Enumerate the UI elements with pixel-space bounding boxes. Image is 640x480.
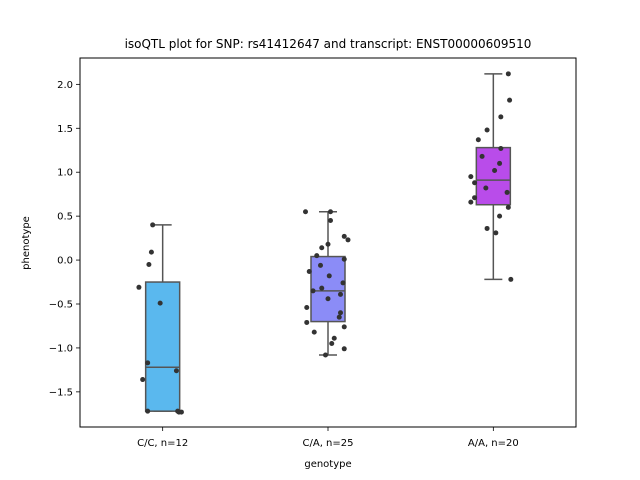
data-point [329, 341, 335, 347]
data-point [304, 319, 310, 325]
x-axis-label: genotype [304, 459, 351, 470]
data-point [173, 368, 179, 374]
data-point [341, 346, 347, 352]
data-point [341, 324, 347, 330]
data-point [505, 204, 511, 210]
data-point [345, 237, 351, 243]
data-point [468, 174, 474, 180]
data-point [328, 209, 333, 215]
data-point [475, 137, 481, 143]
chart-title: isoQTL plot for SNP: rs41412647 and tran… [125, 37, 532, 51]
y-tick-label: 0.5 [57, 212, 73, 223]
data-point [319, 245, 325, 251]
data-point [468, 199, 474, 205]
data-point [479, 153, 485, 159]
data-point [157, 300, 163, 306]
data-point [472, 195, 478, 201]
data-point [178, 409, 184, 415]
y-tick-label: −1.0 [49, 343, 73, 354]
data-point [310, 288, 316, 294]
data-point [318, 262, 323, 268]
data-point [336, 314, 342, 320]
data-point [504, 189, 510, 195]
data-point [326, 273, 332, 279]
x-tick-label: A/A, n=20 [468, 438, 519, 449]
data-point [148, 249, 154, 255]
plot-area [136, 71, 514, 415]
data-point [331, 335, 337, 341]
data-point [498, 114, 504, 120]
data-point [493, 230, 499, 236]
data-point [325, 241, 331, 247]
data-point [311, 329, 317, 335]
y-tick-label: 1.5 [57, 124, 73, 135]
y-tick-label: −0.5 [49, 300, 73, 311]
data-point [484, 127, 490, 133]
y-tick-label: 2.0 [57, 80, 73, 91]
data-point [508, 276, 514, 282]
y-tick-label: 1.0 [57, 168, 73, 179]
data-point [140, 377, 146, 383]
y-tick-label: −1.5 [49, 387, 73, 398]
data-point [484, 225, 490, 231]
data-point [146, 261, 152, 267]
data-point [136, 284, 142, 290]
data-point [497, 213, 503, 219]
data-point [314, 253, 320, 259]
x-tick-label: C/C, n=12 [137, 438, 188, 449]
data-point [145, 360, 151, 366]
data-point [175, 408, 181, 414]
box-1 [144, 281, 181, 412]
x-tick-label: C/A, n=25 [303, 438, 354, 449]
data-point [505, 71, 511, 77]
data-point [323, 352, 328, 358]
data-point [483, 185, 489, 191]
data-point [507, 97, 513, 103]
data-point [304, 305, 310, 311]
data-point [328, 218, 333, 224]
data-point [306, 268, 312, 274]
data-point [303, 209, 308, 215]
data-point [319, 285, 325, 291]
y-axis-label: phenotype [21, 216, 32, 270]
data-point [498, 145, 504, 151]
axes: −1.5 −1.0 −0.5 0.0 0.5 1.0 1.5 2.0 C/C, n=12 C/A,… [49, 80, 519, 449]
data-point [325, 296, 331, 302]
data-point [341, 256, 347, 262]
y-tick-label: 0.0 [57, 256, 73, 267]
data-point [338, 291, 343, 297]
data-point [492, 167, 498, 173]
data-point [338, 310, 343, 316]
data-point [145, 408, 151, 414]
data-point [341, 233, 347, 239]
data-point [340, 280, 346, 286]
data-point [497, 160, 503, 166]
data-point [472, 180, 478, 186]
data-point [150, 222, 156, 228]
